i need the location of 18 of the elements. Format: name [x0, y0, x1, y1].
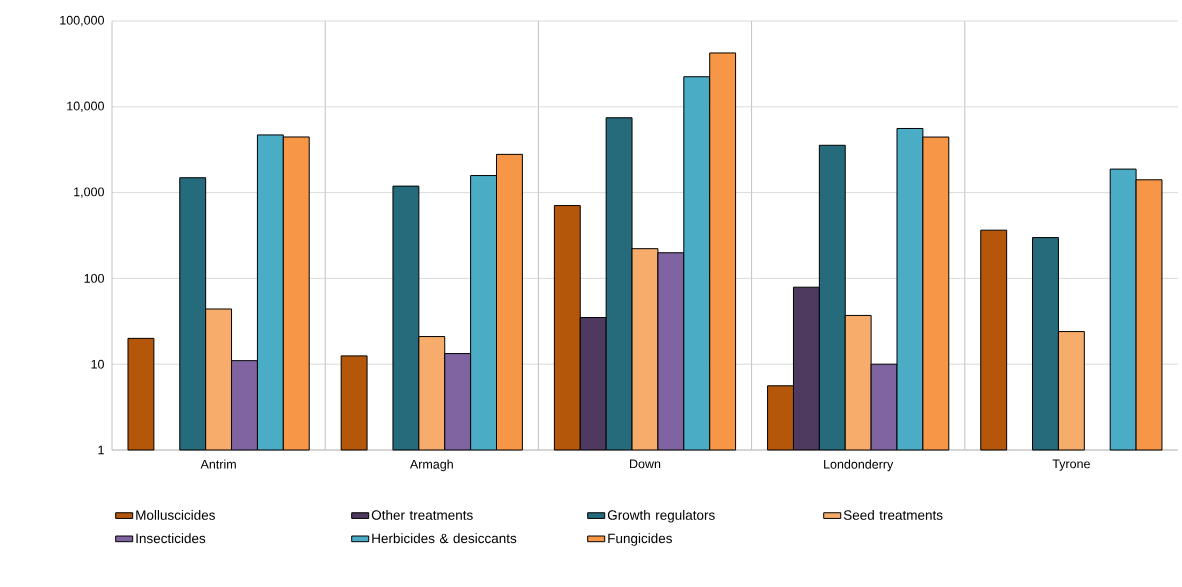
legend-label: Molluscicides [136, 509, 215, 520]
y-tick-label: 10 [91, 359, 104, 369]
x-tick-label: Antrim [200, 459, 236, 469]
y-tick-label: 100 [84, 273, 104, 283]
legend-label: Fungicides [608, 533, 672, 546]
y-tick-label: 1,000 [74, 187, 104, 198]
legend-label: Seed treatments [843, 509, 943, 520]
x-tick-label: Down [630, 459, 661, 469]
legend-label: Growth regulators [607, 509, 715, 523]
x-tick-label: Londonderry [824, 459, 894, 472]
y-tick-label: 1 [98, 445, 104, 455]
x-tick-label: Tyrone [1052, 459, 1090, 471]
legend-label: Insecticides [136, 533, 206, 544]
y-tick-label: 100,000 [60, 15, 104, 27]
legend-label: Herbicides & desiccants [372, 533, 517, 544]
y-tick-label: 10,000 [67, 101, 104, 112]
x-tick-label: Armagh [409, 459, 453, 472]
legend-label: Other treatments [371, 509, 473, 520]
